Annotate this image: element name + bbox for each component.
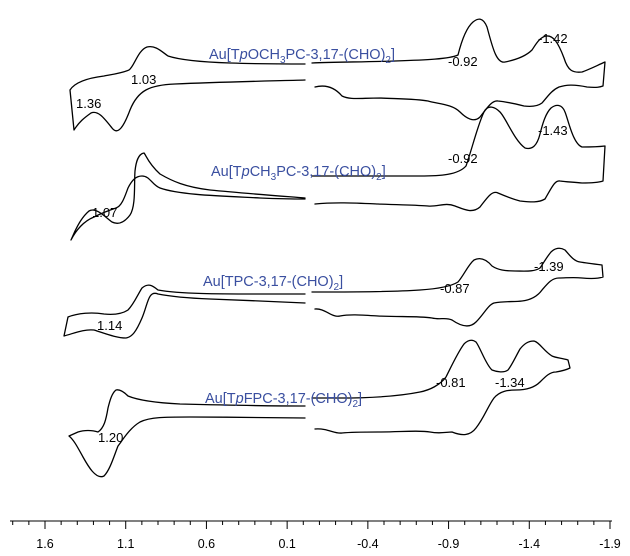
compound-label-part: p [235,391,244,407]
compound-label-part: OCH [248,47,280,63]
compound-label-part: 2 [385,55,391,66]
peak-label: 1.36 [76,96,101,111]
compound-label-part: Au[T [209,47,240,63]
compound-label-part: 2 [376,172,382,183]
x-tick-label: -0.4 [357,537,379,551]
compound-label-part: 2 [352,399,358,410]
x-tick-label: 1.6 [36,537,53,551]
x-tick-label: 0.1 [278,537,295,551]
voltammogram-traces [63,18,606,478]
peak-potential-labels: 1.36 1.03 -0.92 -1.42 1.07 -0.92 -1.43 1.14 -0.8… [76,31,568,445]
x-tick-label: 1.1 [117,537,134,551]
x-tick-label: -1.4 [519,537,541,551]
cv-trace [69,18,606,132]
x-tick-label: -1.9 [599,537,621,551]
compound-label-part: Au[T [205,391,236,407]
peak-label: -0.87 [440,281,470,296]
compound-label: Au[TpOCH3PC-3,17-(CHO)2] [209,47,395,66]
compound-label-part: CH [250,164,271,180]
compound-label-part: p [241,164,250,180]
compound-label-part: FPC-3,17-(CHO) [244,391,353,407]
compound-label-part: 2 [334,282,340,293]
compound-label: Au[TpFPC-3,17-(CHO)2] [205,391,362,410]
cv-trace [68,339,571,478]
compound-label-part: Au[T [211,164,242,180]
peak-label: -0.81 [436,375,466,390]
compound-label-part: 3 [271,172,277,183]
compound-label-part: p [239,47,248,63]
compound-label-part: ] [339,274,343,290]
peak-label: 1.14 [97,318,122,333]
peak-label: -1.34 [495,375,525,390]
peak-label: 1.07 [92,205,117,220]
peak-label: -0.92 [448,54,478,69]
compound-label: Au[TpCH3PC-3,17-(CHO)2] [211,164,386,183]
x-tick-label: 0.6 [198,537,215,551]
compound-label-part: PC-3,17-(CHO) [286,47,386,63]
compound-label-part: ] [358,391,362,407]
compound-label-part: 3 [280,55,286,66]
peak-label: 1.03 [131,72,156,87]
cv-trace [63,247,604,339]
compound-label-part: PC-3,17-(CHO) [276,164,376,180]
x-axis: 1.6 1.1 0.6 0.1 -0.4 -0.9 -1.4 -1.9 [10,520,621,551]
compound-label-part: Au[TPC-3,17-(CHO) [203,274,334,290]
peak-label: 1.20 [98,430,123,445]
compound-label-part: ] [391,47,395,63]
compound-label-part: ] [382,164,386,180]
peak-label: -1.42 [538,31,568,46]
x-tick-label: -0.9 [438,537,460,551]
compound-labels: Au[TpOCH3PC-3,17-(CHO)2]Au[TpCH3PC-3,17-… [203,47,395,410]
compound-label: Au[TPC-3,17-(CHO)2] [203,274,343,293]
cv-trace [70,104,606,241]
peak-label: -0.92 [448,151,478,166]
peak-label: -1.43 [538,123,568,138]
peak-label: -1.39 [534,259,564,274]
